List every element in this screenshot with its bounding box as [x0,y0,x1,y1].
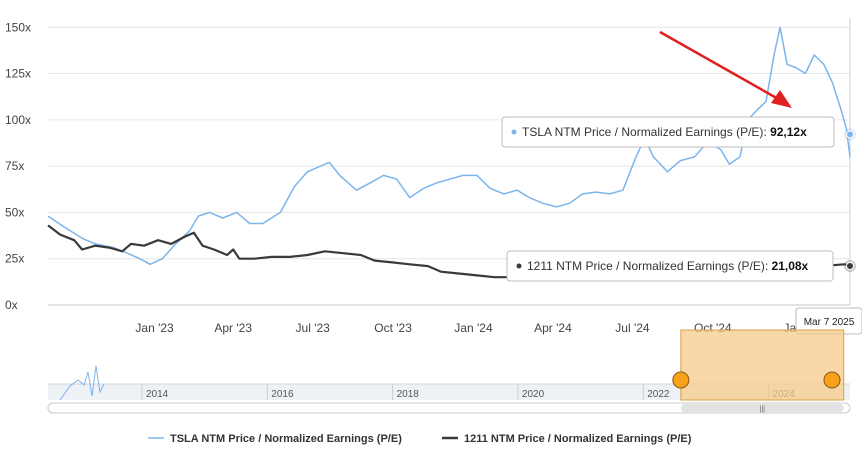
x-tick-label: Apr '24 [534,321,572,335]
tooltip-value: 21,08x [772,259,809,273]
tooltip-box [501,116,835,148]
y-tick-label: 0x [5,298,18,312]
navigator-year-label: 2014 [146,389,169,400]
grid-lines [48,18,851,306]
y-tick-label: 125x [5,67,31,81]
y-tick-label: 25x [5,252,24,266]
x-tick-label: Apr '23 [214,321,252,335]
x-tick-label: Jul '23 [296,321,331,335]
y-tick-label: 150x [5,20,31,34]
tooltip-box [506,250,834,282]
navigator[interactable]: 201420162018202020222024||| [47,329,851,414]
tooltip-value: 92,12x [770,125,807,139]
x-tick-label: Jul '24 [615,321,650,335]
tooltip-text: 1211 NTM Price / Normalized Earnings (P/… [527,259,809,273]
date-badge-text: Mar 7 2025 [804,317,855,328]
legend-label: TSLA NTM Price / Normalized Earnings (P/… [170,433,402,445]
tooltip-label: 1211 NTM Price / Normalized Earnings (P/… [527,259,772,273]
point-marker [846,261,854,270]
tooltip-marker [516,263,522,269]
tooltip-text: TSLA NTM Price / Normalized Earnings (P/… [522,125,807,139]
legend-label: 1211 NTM Price / Normalized Earnings (P/… [464,433,692,445]
arrow-head [771,90,792,108]
annotation-arrow [659,30,792,108]
tsla-series-line [47,26,851,266]
y-axis-ticks: 0x 25x 50x 75x 100x 125x 150x [5,20,31,312]
x-tick-label: Oct '23 [374,321,412,335]
navigator-series [59,365,105,401]
navigator-selection [680,329,845,401]
peer-tooltip: 1211 NTM Price / Normalized Earnings (P/… [506,250,856,282]
x-tick-label: Jan '24 [454,321,493,335]
plot-series [47,26,851,281]
tooltip-marker [511,129,517,135]
navigator-scrollbar[interactable] [47,402,851,414]
navigator-scroll-thumb[interactable] [680,404,844,412]
tooltip-label: TSLA NTM Price / Normalized Earnings (P/… [522,125,770,139]
y-tick-label: 100x [5,113,31,127]
navigator-year-label: 2020 [522,389,545,400]
navigator-track [48,384,850,400]
legend: TSLA NTM Price / Normalized Earnings (P/… [148,433,692,445]
arrow-shaft [659,30,781,102]
point-marker [846,130,854,139]
navigator-year-label: 2018 [397,389,420,400]
tsla-tooltip: TSLA NTM Price / Normalized Earnings (P/… [501,116,856,148]
legend-item-tsla[interactable]: TSLA NTM Price / Normalized Earnings (P/… [148,433,402,445]
legend-item-peer[interactable]: 1211 NTM Price / Normalized Earnings (P/… [442,433,692,445]
navigator-year-label: 2016 [271,389,294,400]
tooltips: TSLA NTM Price / Normalized Earnings (P/… [501,116,862,335]
y-tick-label: 75x [5,159,24,173]
scroll-grip-icon: ||| [760,406,766,413]
navigator-right-handle[interactable] [823,371,841,389]
y-tick-label: 50x [5,205,24,219]
navigator-left-handle[interactable] [672,371,690,389]
x-tick-label: Jan '23 [135,321,174,335]
navigator-year-label: 2022 [647,389,670,400]
